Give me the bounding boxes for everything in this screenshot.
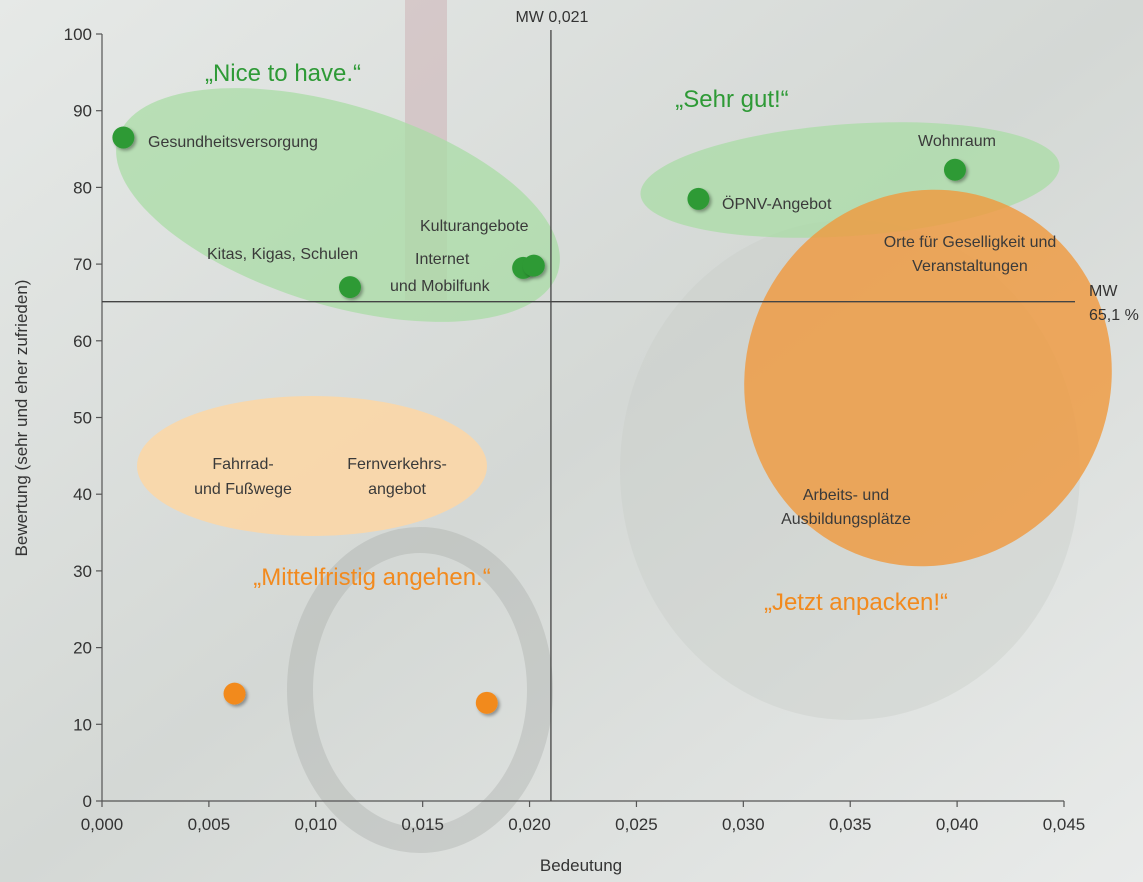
data-point xyxy=(338,276,361,299)
quadrant-label-bottom-left: „Mittelfristig angehen.“ xyxy=(253,564,490,591)
x-tick-label: 0,040 xyxy=(936,815,979,834)
x-tick-label: 0,025 xyxy=(615,815,658,834)
point-label-fahrrad-line1: Fahrrad- xyxy=(212,456,273,473)
y-tick-label: 50 xyxy=(73,409,92,428)
x-axis-title: Bedeutung xyxy=(540,856,622,875)
y-tick-label: 70 xyxy=(73,255,92,274)
quadrant-label-bottom-right: „Jetzt anpacken!“ xyxy=(764,589,948,616)
x-tick-label: 0,010 xyxy=(295,815,338,834)
area-jetzt-anpacken xyxy=(744,189,1112,567)
y-tick-label: 0 xyxy=(83,792,92,811)
y-tick-label: 40 xyxy=(73,485,92,504)
point-label-fernverkehr-line2: angebot xyxy=(368,481,426,498)
point-label-kulturangebote: Kulturangebote xyxy=(420,218,529,235)
mean-y-label-line2: 65,1 % xyxy=(1089,307,1139,324)
point-label-fahrrad-line2: und Fußwege xyxy=(194,481,292,498)
point-label-wohnraum: Wohnraum xyxy=(918,133,996,150)
y-tick-label: 90 xyxy=(73,102,92,121)
quadrant-label-top-right: „Sehr gut!“ xyxy=(675,86,788,113)
point-label-geselligkeit-line2: Veranstaltungen xyxy=(912,258,1028,275)
data-point xyxy=(112,126,135,149)
point-label-oepnv: ÖPNV-Angebot xyxy=(722,195,832,213)
point-label-arbeitsplaetze-line1: Arbeits- und xyxy=(803,487,889,504)
y-tick-label: 10 xyxy=(73,715,92,734)
x-tick-label: 0,005 xyxy=(188,815,231,834)
quadrant-label-top-left: „Nice to have.“ xyxy=(205,60,361,87)
data-point xyxy=(687,187,710,210)
mean-lines-layer: MW 0,021 MW 65,1 % xyxy=(102,9,1139,801)
point-label-geselligkeit-line1: Orte für Geselligkeit und xyxy=(884,234,1057,251)
points-layer xyxy=(112,126,966,714)
point-label-arbeitsplaetze-line2: Ausbildungsplätze xyxy=(781,511,911,528)
y-axis-title: Bewertung (sehr und eher zufrieden) xyxy=(12,280,31,557)
x-tick-label: 0,000 xyxy=(81,815,124,834)
x-tick-label: 0,035 xyxy=(829,815,872,834)
point-label-kitas: Kitas, Kigas, Schulen xyxy=(207,246,358,263)
background-handle-shape xyxy=(287,527,553,853)
point-label-internet: Internet xyxy=(415,251,470,268)
point-label-gesundheitsversorgung: Gesundheitsversorgung xyxy=(148,134,318,151)
x-tick-label: 0,045 xyxy=(1043,815,1086,834)
axes-layer: 0 10 20 30 40 50 60 70 80 90 100 0,000 0,005 0,010 0,0… xyxy=(64,25,1086,834)
point-label-mobilfunk: und Mobilfunk xyxy=(390,278,491,295)
x-tick-label: 0,020 xyxy=(508,815,551,834)
x-tick-label: 0,030 xyxy=(722,815,765,834)
y-tick-label: 60 xyxy=(73,332,92,351)
mean-y-label-line1: MW xyxy=(1089,283,1118,300)
data-point xyxy=(943,158,966,181)
data-point xyxy=(223,682,246,705)
x-tick-label: 0,015 xyxy=(401,815,444,834)
area-mittelfristig xyxy=(137,396,487,536)
data-point xyxy=(522,254,545,277)
point-label-fernverkehr-line1: Fernverkehrs- xyxy=(347,456,447,473)
y-tick-label: 100 xyxy=(64,25,92,44)
data-point xyxy=(475,691,498,714)
mean-x-label: MW 0,021 xyxy=(515,9,588,26)
area-nice-to-have xyxy=(116,88,560,322)
y-tick-label: 20 xyxy=(73,639,92,658)
y-tick-label: 80 xyxy=(73,178,92,197)
y-tick-label: 30 xyxy=(73,562,92,581)
